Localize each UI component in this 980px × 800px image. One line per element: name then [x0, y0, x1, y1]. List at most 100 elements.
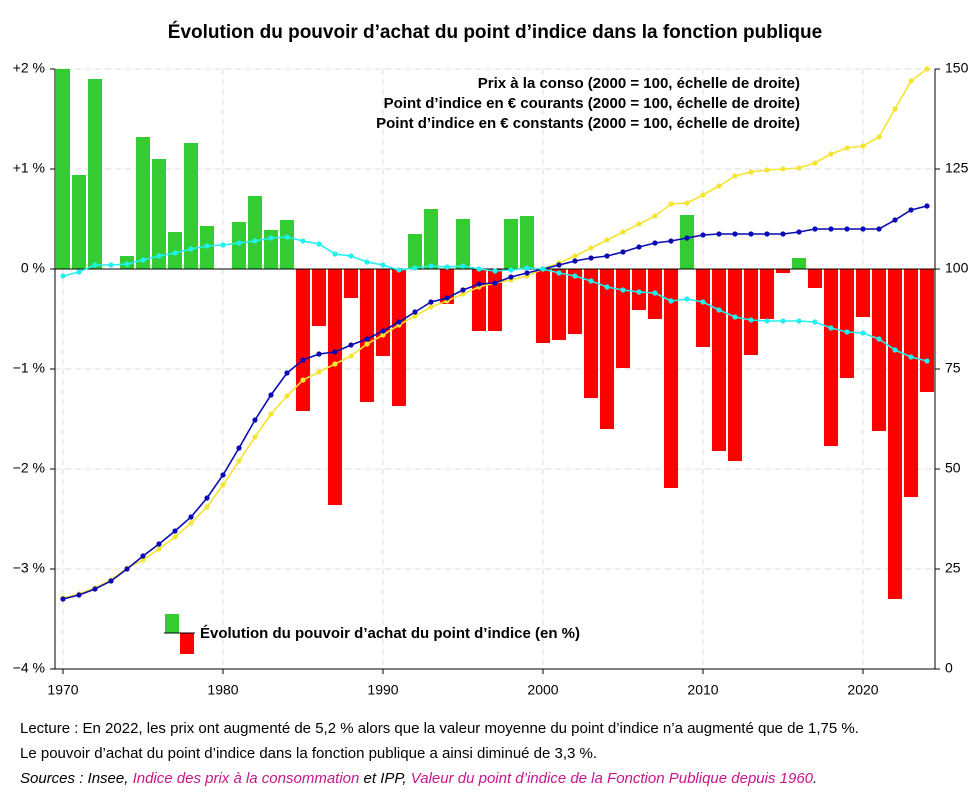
line-point: [348, 353, 354, 359]
bar: [871, 269, 887, 431]
line-point: [860, 226, 866, 232]
line-point: [396, 267, 402, 273]
line-point: [284, 370, 290, 376]
line-point: [796, 165, 802, 171]
line-point: [316, 241, 322, 247]
line-point: [124, 566, 130, 572]
line-point: [476, 266, 482, 272]
line-point: [844, 329, 850, 335]
x-tick-label: 1970: [47, 682, 78, 698]
bar: [839, 269, 855, 378]
line-point: [268, 411, 274, 417]
line-point: [684, 200, 690, 206]
line-point: [348, 342, 354, 348]
line-point: [300, 377, 306, 383]
line-point: [492, 280, 498, 286]
line-point: [76, 269, 82, 275]
line-point: [812, 319, 818, 325]
line-point: [908, 354, 914, 360]
x-tick-label: 1990: [367, 682, 398, 698]
line-point: [172, 250, 178, 256]
line-point: [300, 357, 306, 363]
line-point: [716, 183, 722, 189]
line-point: [204, 504, 210, 510]
line-point: [620, 249, 626, 255]
line-point: [140, 557, 146, 563]
bar: [375, 269, 391, 356]
line-point: [428, 263, 434, 269]
line-point: [252, 434, 258, 440]
line-point: [588, 245, 594, 251]
bar: [311, 269, 327, 326]
note: Lecture : En 2022, les prix ont augmenté…: [20, 720, 859, 737]
line-point: [444, 295, 450, 301]
line-point: [124, 261, 130, 267]
line-point: [236, 240, 242, 246]
y-tick-label: −4 %: [13, 660, 45, 676]
line-point: [508, 267, 514, 273]
legend-swatch: [180, 633, 194, 654]
line-point: [156, 541, 162, 547]
notes: Lecture : En 2022, les prix ont augmenté…: [20, 716, 970, 791]
line-point: [316, 369, 322, 375]
bar: [807, 269, 823, 288]
source-link[interactable]: Indice des prix à la consommation: [132, 770, 360, 787]
line-point: [572, 253, 578, 259]
source-link[interactable]: Valeur du point d’indice de la Fonction …: [410, 770, 814, 787]
bar: [279, 220, 295, 269]
line-point: [812, 226, 818, 232]
line-point: [748, 317, 754, 323]
bar: [759, 269, 775, 319]
line-point: [540, 266, 546, 272]
line-point: [636, 244, 642, 250]
bar: [471, 269, 487, 331]
line-point: [252, 238, 258, 244]
line-point: [860, 330, 866, 336]
legend-label: Évolution du pouvoir d’achat du point d’…: [200, 625, 580, 642]
line-point: [604, 237, 610, 243]
line-point: [780, 318, 786, 324]
y-tick-label: +1 %: [13, 160, 45, 176]
line-point: [620, 229, 626, 235]
line-point: [332, 349, 338, 355]
line-point: [348, 253, 354, 259]
line-point: [364, 259, 370, 265]
line-point: [300, 238, 306, 244]
line-point: [828, 151, 834, 157]
line-point: [156, 253, 162, 259]
y-tick-label: −1 %: [13, 360, 45, 376]
line-point: [284, 234, 290, 240]
x-tick-label: 1980: [207, 682, 238, 698]
bar: [503, 219, 519, 269]
bar: [791, 258, 807, 269]
line-point: [220, 242, 226, 248]
line-point: [604, 284, 610, 290]
line-point: [524, 265, 530, 271]
line-point: [588, 278, 594, 284]
line-point: [844, 145, 850, 151]
bar: [391, 269, 407, 406]
bar: [295, 269, 311, 411]
line-point: [748, 231, 754, 237]
line-point: [556, 270, 562, 276]
bar: [663, 269, 679, 488]
y-tick-label: −3 %: [13, 560, 45, 576]
sources: Sources : Insee, Indice des prix à la co…: [20, 766, 970, 791]
line-point: [412, 309, 418, 315]
bar: [247, 196, 263, 269]
line-point: [284, 393, 290, 399]
bar: [327, 269, 343, 505]
bar: [711, 269, 727, 451]
line-point: [572, 258, 578, 264]
bar: [71, 175, 87, 269]
line-point: [140, 257, 146, 263]
line-point: [684, 235, 690, 241]
line-point: [332, 251, 338, 257]
line-point: [796, 318, 802, 324]
line-point: [700, 299, 706, 305]
line-point: [764, 231, 770, 237]
line-point: [748, 169, 754, 175]
y-tick-label: +2 %: [13, 60, 45, 76]
line-point: [684, 296, 690, 302]
line-point: [364, 336, 370, 342]
